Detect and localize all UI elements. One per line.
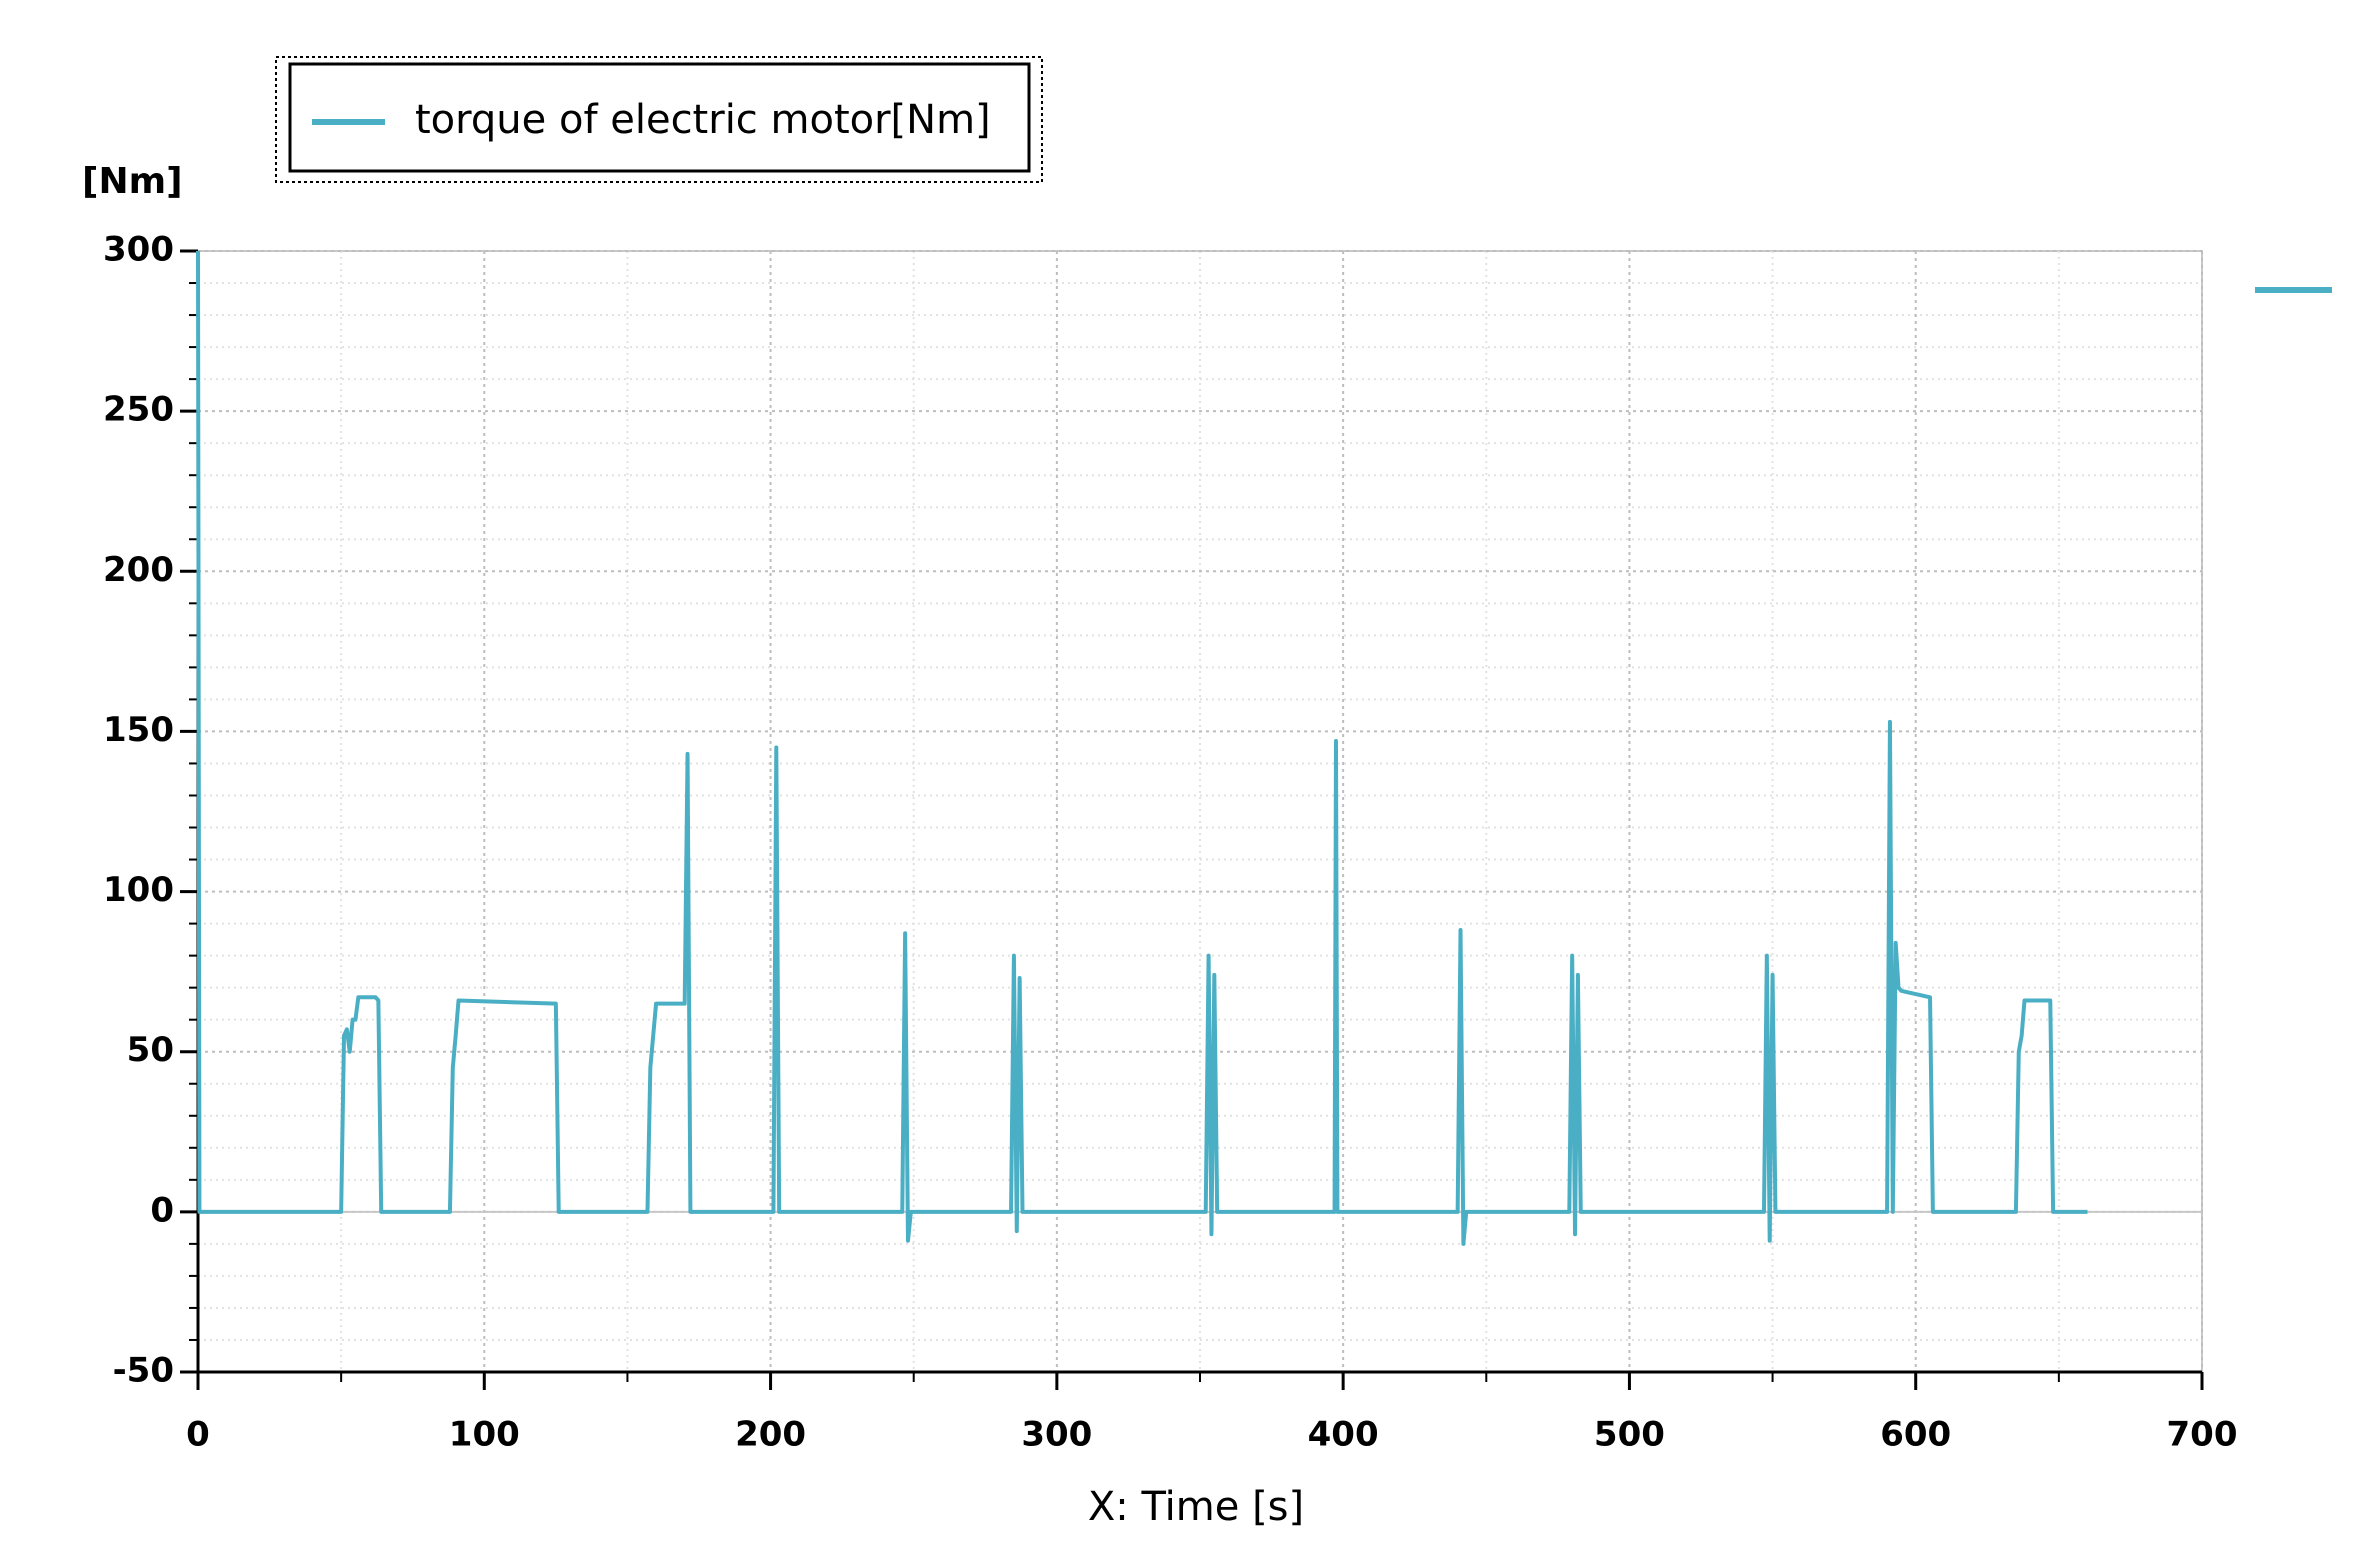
- legend-label: torque of electric motor[Nm]: [415, 97, 991, 143]
- x-tick-label: 100: [449, 1415, 520, 1455]
- data-line: [196, 250, 2088, 1246]
- y-tick-label: 200: [103, 550, 174, 590]
- legend-box: [288, 62, 1031, 173]
- y-tick-label: 0: [150, 1190, 174, 1230]
- y-tick-label: 250: [103, 390, 174, 430]
- x-tick-label: 0: [186, 1415, 210, 1455]
- y-tick-label: 300: [103, 230, 174, 270]
- x-tick-label: 600: [1880, 1415, 1951, 1455]
- y-tick-label: -50: [113, 1351, 174, 1391]
- x-tick-label: 300: [1021, 1415, 1092, 1455]
- y-tick-label: 50: [127, 1030, 174, 1070]
- x-tick-label: 400: [1308, 1415, 1379, 1455]
- x-tick-label: 700: [2167, 1415, 2238, 1455]
- legend-focus: [275, 56, 1043, 183]
- x-tick-label: 500: [1594, 1415, 1665, 1455]
- y-tick-label: 100: [103, 870, 174, 910]
- x-tick-label: 200: [735, 1415, 806, 1455]
- y-tick-label: 150: [103, 710, 174, 750]
- y-axis-label: [Nm]: [82, 161, 183, 202]
- x-axis-label: X: Time [s]: [1088, 1484, 1304, 1530]
